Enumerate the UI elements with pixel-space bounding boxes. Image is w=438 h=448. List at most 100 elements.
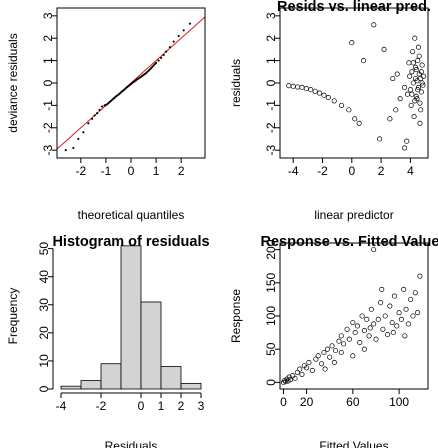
data-point <box>413 93 419 99</box>
x-tick-label: 0 <box>280 395 287 409</box>
chart-title: Response vs. Fitted Values <box>261 234 438 250</box>
data-point <box>412 35 418 41</box>
data-point <box>405 321 411 327</box>
data-point <box>352 116 358 122</box>
data-point <box>410 313 416 319</box>
data-point <box>286 83 292 89</box>
data-point <box>413 67 419 73</box>
data-point <box>415 58 421 64</box>
y-tick-label: 0 <box>264 379 278 386</box>
data-point <box>283 379 289 385</box>
histogram-bar <box>80 380 102 390</box>
y-tick-label: 30 <box>37 298 51 312</box>
data-point <box>329 343 335 349</box>
y-axis-label: Frequency <box>6 288 20 345</box>
data-point <box>325 95 331 101</box>
data-point <box>379 286 385 293</box>
data-point <box>338 349 344 356</box>
chart-title: Histogram of residuals <box>52 234 209 250</box>
data-point <box>408 296 414 302</box>
data-point <box>375 316 381 322</box>
data-point <box>309 367 315 373</box>
y-tick-label: 1 <box>264 57 278 64</box>
data-point <box>361 346 367 352</box>
y-tick-label: 2 <box>264 35 278 42</box>
data-point <box>177 34 180 38</box>
y-tick-label: -3 <box>41 145 55 156</box>
data-point <box>412 75 419 82</box>
data-point <box>417 120 423 126</box>
data-point <box>410 49 416 55</box>
data-point <box>417 100 423 106</box>
data-point <box>384 332 391 338</box>
data-point <box>315 353 321 359</box>
x-tick-label: -4 <box>288 164 299 178</box>
data-point <box>149 67 153 70</box>
y-tick-label: -2 <box>264 122 278 133</box>
x-tick-label: -2 <box>75 164 86 178</box>
histogram-bar <box>140 301 162 390</box>
x-tick-label: -1 <box>101 164 112 178</box>
data-point <box>407 87 413 93</box>
y-tick-label: 0 <box>264 79 278 86</box>
y-tick-label: 40 <box>37 270 51 284</box>
x-axis-label: linear predictor <box>314 208 393 222</box>
data-point <box>341 341 347 347</box>
data-point <box>371 22 377 28</box>
data-point <box>419 62 425 68</box>
data-point <box>317 90 323 96</box>
data-point <box>387 116 393 122</box>
x-tick-label: 1 <box>153 164 160 178</box>
data-point <box>292 375 298 381</box>
data-point <box>321 349 327 356</box>
data-point <box>412 64 419 70</box>
data-point <box>364 316 370 322</box>
data-point <box>321 92 327 98</box>
data-point <box>346 336 352 342</box>
y-tick-label: 10 <box>37 354 51 368</box>
panel-1: -2 -1 0 1 2 -3 -2 -1 0 1 2 3 theoretical quantiles de… <box>6 7 206 222</box>
histogram-bar <box>180 382 202 390</box>
data-point <box>418 75 424 82</box>
data-point <box>403 306 409 312</box>
y-axis-label: residuals <box>229 59 243 107</box>
data-point <box>394 323 400 329</box>
reference-line <box>57 16 205 150</box>
data-point <box>299 84 305 91</box>
panel-2: -4 -2 0 2 4 -3 -2 -1 0 1 2 3 linear predictor residua… <box>229 0 431 222</box>
data-point <box>359 313 365 319</box>
data-point <box>297 366 303 372</box>
data-point <box>98 108 101 111</box>
data-point <box>338 333 344 339</box>
data-point <box>72 146 75 150</box>
data-point <box>312 88 318 94</box>
x-tick-label: 2 <box>178 164 185 178</box>
data-point <box>397 96 403 102</box>
y-tick-label: 100 <box>264 306 278 326</box>
chart-title: Resids vs. linear pred. <box>277 0 431 15</box>
data-point <box>380 326 386 332</box>
panel-4: 0 20 60 100 0 50 100 150 200 Fitted Values Respons… <box>229 234 438 448</box>
data-point <box>303 86 309 92</box>
data-point <box>411 114 417 120</box>
data-point <box>409 69 415 75</box>
data-point <box>419 80 425 86</box>
x-tick-label: -2 <box>96 399 107 413</box>
data-point <box>287 377 293 383</box>
data-point <box>402 333 408 339</box>
x-tick-label: 3 <box>198 399 205 413</box>
data-point <box>188 22 192 25</box>
data-point <box>416 53 422 59</box>
data-point <box>398 316 404 322</box>
panel-3: -4 -2 0 1 2 301020304050ResidualsFrequencyHis… <box>6 234 210 448</box>
data-point <box>394 71 400 77</box>
data-point <box>382 313 388 319</box>
data-point <box>153 63 156 66</box>
data-point <box>404 138 410 144</box>
x-axis-label: Residuals <box>105 439 158 448</box>
x-tick-label: 100 <box>389 395 409 409</box>
y-tick-label: -1 <box>264 100 278 111</box>
data-point <box>367 325 373 331</box>
data-point <box>415 310 421 316</box>
